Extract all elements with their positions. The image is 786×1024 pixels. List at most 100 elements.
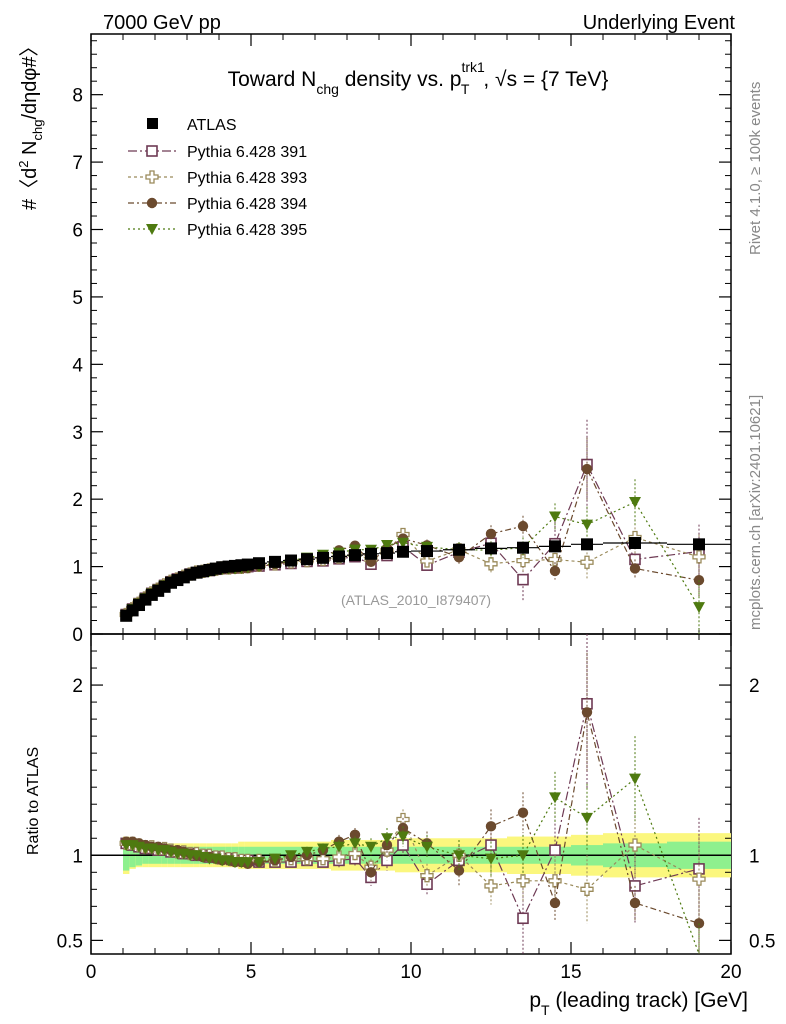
y-axis-title: #〈d2 Nchg/dηdφ#〉 xyxy=(16,37,45,210)
rivet-label: Rivet 4.1.0, ≥ 100k events xyxy=(747,82,764,255)
data-point xyxy=(253,557,265,570)
ratio-point xyxy=(581,707,593,718)
mcplots-label: mcplots.cern.ch [arXiv:2401.10621] xyxy=(747,395,764,630)
ratio-point xyxy=(581,812,593,824)
main-point xyxy=(629,563,641,574)
ratio-series-3 xyxy=(121,652,705,954)
data-point xyxy=(397,545,409,558)
legend-item-1: Pythia 6.428 391 xyxy=(128,144,307,161)
data-point xyxy=(421,545,433,558)
ratio-point xyxy=(484,879,498,893)
data-point xyxy=(285,554,297,567)
data-point xyxy=(241,558,254,571)
ratio-series-line xyxy=(126,712,700,924)
legend-label: Pythia 6.428 393 xyxy=(187,170,307,187)
ratio-point xyxy=(397,831,409,843)
ratio-point xyxy=(629,897,641,909)
legend-label: Pythia 6.428 391 xyxy=(187,144,307,161)
ratio-point xyxy=(548,874,562,888)
main-point xyxy=(629,497,641,509)
ratio-y-tick-label: 0.5 xyxy=(57,931,83,952)
main-point xyxy=(516,554,530,568)
data-point xyxy=(629,536,641,549)
ratio-point xyxy=(348,846,362,861)
ratio-y-tick-label-right: 0.5 xyxy=(749,931,775,952)
data-point xyxy=(453,543,465,556)
data-point xyxy=(693,538,705,551)
ratio-point xyxy=(549,897,561,909)
ratio-point xyxy=(453,850,465,862)
legend: ATLAS Pythia 6.428 391 Pythia 6.428 393 Py… xyxy=(128,117,307,239)
ratio-point xyxy=(253,857,265,869)
y-tick-label: 8 xyxy=(72,86,83,107)
main-point xyxy=(581,463,593,475)
y-tick-label: 1 xyxy=(72,558,83,579)
data-point xyxy=(349,549,361,562)
ratio-y-tick-label: 2 xyxy=(72,676,83,697)
ratio-point xyxy=(517,912,529,925)
ratio-series-line xyxy=(126,703,700,920)
x-tick-label: 0 xyxy=(86,962,97,983)
ratio-point xyxy=(517,850,529,862)
legend-label-atlas: ATLAS xyxy=(187,117,237,134)
main-point xyxy=(692,550,706,564)
ratio-point xyxy=(421,841,433,853)
x-tick-label: 20 xyxy=(720,962,741,983)
y-tick-label: 2 xyxy=(72,490,83,511)
main-point xyxy=(549,511,561,523)
main-point xyxy=(397,537,409,549)
y-tick-label: 4 xyxy=(72,355,83,376)
data-point xyxy=(381,547,393,560)
ratio-point xyxy=(420,869,434,883)
data-point xyxy=(549,540,561,553)
legend-item-atlas: ATLAS xyxy=(147,117,237,134)
legend-label: Pythia 6.428 395 xyxy=(187,222,307,239)
ratio-point xyxy=(241,857,254,869)
ratio-point xyxy=(333,841,345,853)
main-point xyxy=(580,555,594,569)
legend-marker xyxy=(146,145,158,157)
header-left: 7000 GeV pp xyxy=(103,12,221,34)
ratio-plot-series xyxy=(119,634,706,955)
main-point xyxy=(549,565,561,577)
y-tick-label: 3 xyxy=(72,423,83,444)
y-tick-label: 5 xyxy=(72,288,83,309)
main-series-1 xyxy=(120,419,705,621)
legend-marker xyxy=(145,170,159,184)
data-point xyxy=(581,538,593,551)
ratio-point xyxy=(332,850,346,864)
x-tick-label: 15 xyxy=(560,962,581,983)
legend-item-4: Pythia 6.428 395 xyxy=(128,222,307,239)
legend-item-3: Pythia 6.428 394 xyxy=(128,196,307,213)
x-tick-label: 5 xyxy=(246,962,257,983)
ratio-point xyxy=(316,852,330,866)
main-plot-series xyxy=(119,419,731,634)
ratio-point xyxy=(365,841,377,853)
ratio-series-4 xyxy=(120,736,700,955)
main-point xyxy=(485,528,497,540)
main-point xyxy=(517,520,529,532)
y-tick-label: 0 xyxy=(72,625,83,646)
main-point xyxy=(381,540,393,552)
ratio-point xyxy=(349,838,361,850)
analysis-id: (ATLAS_2010_I879407) xyxy=(341,592,491,608)
legend-item-2: Pythia 6.428 393 xyxy=(128,170,307,187)
ratio-point xyxy=(629,773,641,785)
ratio-point xyxy=(301,846,313,858)
y-tick-label: 6 xyxy=(72,221,83,242)
ratio-point xyxy=(485,821,497,832)
ratio-y-tick-label-right: 2 xyxy=(749,676,760,697)
ratio-y-tick-label: 1 xyxy=(72,846,83,867)
ratio-point xyxy=(285,850,297,862)
main-series-atlas xyxy=(120,536,731,622)
legend-marker xyxy=(146,197,158,209)
data-point xyxy=(301,553,313,566)
ratio-y-tick-label-right: 1 xyxy=(749,846,760,867)
x-axis-title: pT (leading track) [GeV] xyxy=(529,989,748,1018)
main-point xyxy=(693,602,705,614)
ratio-point xyxy=(628,838,642,852)
plot-title: Toward Nchg density vs. ptrk1 T, √s = {7 … xyxy=(228,59,609,97)
ratio-point xyxy=(453,865,465,876)
main-point xyxy=(484,557,498,571)
